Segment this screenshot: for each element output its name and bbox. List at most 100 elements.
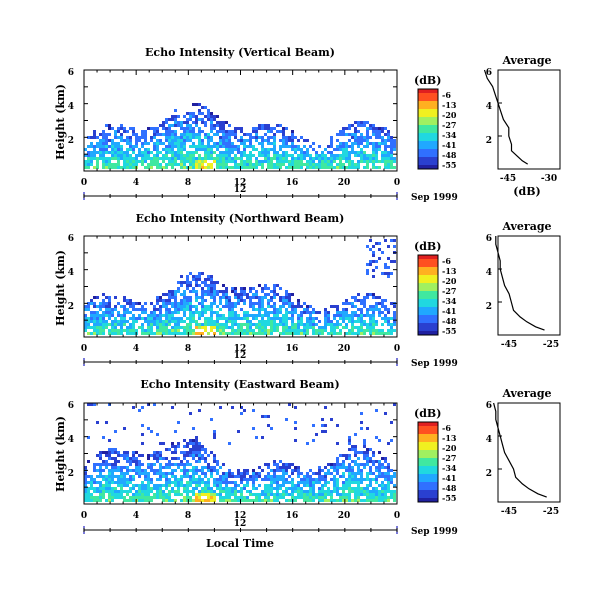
heatmap-cell <box>237 499 240 502</box>
heatmap-cell <box>168 118 171 121</box>
heatmap-cell <box>231 151 234 154</box>
heatmap-cell <box>228 145 231 148</box>
heatmap-cell <box>102 157 105 160</box>
heatmap-cell <box>105 302 108 305</box>
heatmap-cell <box>138 469 141 472</box>
heatmap-cell <box>222 487 225 490</box>
average-y-tick: 6 <box>486 68 492 78</box>
heatmap-cell <box>384 145 387 148</box>
heatmap-cell <box>201 160 204 163</box>
heatmap-cell <box>387 332 390 335</box>
heatmap-cell <box>264 323 267 326</box>
heatmap-cell <box>108 166 111 169</box>
heatmap-cell <box>135 493 138 496</box>
heatmap-cell <box>288 481 291 484</box>
heatmap-cell <box>162 466 165 469</box>
colorbar-tick-label: -20 <box>442 110 457 120</box>
heatmap-cell <box>315 329 318 332</box>
heatmap-cell <box>132 151 135 154</box>
heatmap-cell <box>255 499 258 502</box>
heatmap-cell <box>123 475 126 478</box>
date-label: Sep 1999 <box>411 193 458 203</box>
heatmap-cell <box>135 320 138 323</box>
heatmap-cell <box>345 145 348 148</box>
heatmap-cell <box>222 121 225 124</box>
heatmap-cell <box>366 472 369 475</box>
heatmap-cell <box>285 478 288 481</box>
heatmap-cell <box>201 299 204 302</box>
heatmap-cell <box>234 163 237 166</box>
heatmap-cell <box>189 154 192 157</box>
heatmap-cell <box>303 481 306 484</box>
heatmap-cell <box>366 454 369 457</box>
heatmap-cell <box>168 472 171 475</box>
heatmap-cell <box>267 136 270 139</box>
heatmap-cell <box>222 323 225 326</box>
heatmap-cell <box>309 326 312 329</box>
heatmap-cell <box>204 160 207 163</box>
heatmap-cell <box>297 326 300 329</box>
heatmap-cell <box>243 287 246 290</box>
heatmap-cell <box>141 157 144 160</box>
heatmap-cell <box>276 124 279 127</box>
heatmap-cell <box>306 154 309 157</box>
heatmap-cell <box>375 130 378 133</box>
heatmap-cell <box>201 302 204 305</box>
colorbar-swatch <box>418 488 438 491</box>
heatmap-cell <box>204 281 207 284</box>
heatmap-cell <box>171 472 174 475</box>
heatmap-cell <box>267 163 270 166</box>
heatmap-cell <box>300 320 303 323</box>
heatmap-cell <box>174 311 177 314</box>
heatmap-cell <box>129 160 132 163</box>
heatmap-cell <box>345 299 348 302</box>
heatmap-cell <box>144 469 147 472</box>
heatmap-cell <box>327 323 330 326</box>
heatmap-cell <box>336 305 339 308</box>
heatmap-cell <box>159 484 162 487</box>
heatmap-cell <box>108 305 111 308</box>
heatmap-cell <box>138 326 141 329</box>
heatmap-cell <box>228 130 231 133</box>
heatmap-cell <box>324 320 327 323</box>
heatmap-cell <box>393 317 396 320</box>
colorbar-swatch <box>418 161 438 164</box>
heatmap-cell <box>369 472 372 475</box>
heatmap-cell <box>189 284 192 287</box>
heatmap-cell <box>117 145 120 148</box>
heatmap-cell <box>171 487 174 490</box>
heatmap-cell <box>102 139 105 142</box>
heatmap-cell <box>156 166 159 169</box>
heatmap-cell <box>279 478 282 481</box>
colorbar-tick-label: -13 <box>442 266 457 276</box>
heatmap-cell <box>378 160 381 163</box>
heatmap-cell <box>165 475 168 478</box>
heatmap-cell <box>372 314 375 317</box>
heatmap-cell <box>351 472 354 475</box>
heatmap-cell <box>264 311 267 314</box>
heatmap-cell <box>156 326 159 329</box>
heatmap-cell <box>216 281 219 284</box>
heatmap-cell <box>372 308 375 311</box>
heatmap-cell <box>381 139 384 142</box>
heatmap-cell <box>381 142 384 145</box>
heatmap-cell <box>234 148 237 151</box>
heatmap-cell <box>363 305 366 308</box>
heatmap-cell <box>102 487 105 490</box>
heatmap-cell <box>375 308 378 311</box>
heatmap-cell <box>315 323 318 326</box>
heatmap-cell <box>156 130 159 133</box>
heatmap-cell <box>138 466 141 469</box>
heatmap-cell <box>291 308 294 311</box>
heatmap-cell <box>225 317 228 320</box>
heatmap-cell <box>363 121 366 124</box>
heatmap-cell <box>381 323 384 326</box>
heatmap-cell <box>228 296 231 299</box>
heatmap-cell <box>216 145 219 148</box>
heatmap-cell <box>228 133 231 136</box>
heatmap-cell <box>378 499 381 502</box>
heatmap-cell <box>180 469 183 472</box>
heatmap-cell <box>348 490 351 493</box>
heatmap-cell <box>252 127 255 130</box>
heatmap-cell <box>309 499 312 502</box>
